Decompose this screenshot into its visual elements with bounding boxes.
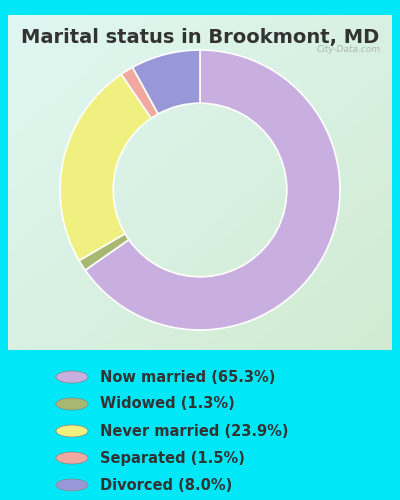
Text: City-Data.com: City-Data.com (316, 45, 380, 54)
Circle shape (56, 398, 88, 410)
Wedge shape (60, 74, 151, 260)
Wedge shape (85, 50, 340, 330)
Wedge shape (79, 234, 129, 270)
Circle shape (56, 452, 88, 464)
Text: Divorced (8.0%): Divorced (8.0%) (100, 478, 232, 492)
Circle shape (56, 479, 88, 491)
Text: Widowed (1.3%): Widowed (1.3%) (100, 396, 235, 411)
Text: Now married (65.3%): Now married (65.3%) (100, 370, 275, 384)
Text: Marital status in Brookmont, MD: Marital status in Brookmont, MD (21, 28, 379, 48)
Circle shape (56, 425, 88, 437)
Wedge shape (132, 50, 200, 114)
Text: Separated (1.5%): Separated (1.5%) (100, 450, 245, 466)
Circle shape (56, 371, 88, 383)
Wedge shape (121, 68, 158, 118)
Text: Never married (23.9%): Never married (23.9%) (100, 424, 288, 438)
